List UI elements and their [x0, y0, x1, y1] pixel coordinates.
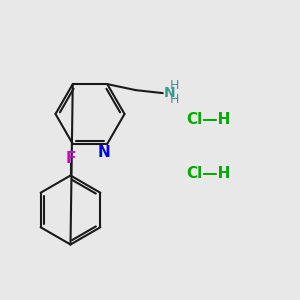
Text: N: N [164, 86, 176, 100]
Text: F: F [65, 151, 76, 166]
Text: Cl—H: Cl—H [186, 112, 230, 128]
Text: Cl—H: Cl—H [186, 167, 230, 182]
Text: N: N [98, 146, 111, 160]
Text: H: H [169, 93, 179, 106]
Text: H: H [169, 79, 179, 92]
